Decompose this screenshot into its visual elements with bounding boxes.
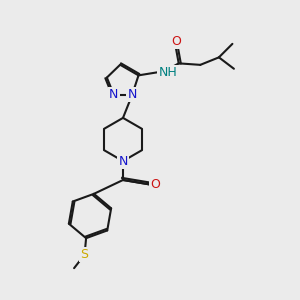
Text: N: N <box>109 88 119 101</box>
Text: N: N <box>118 154 128 168</box>
Text: O: O <box>151 178 160 191</box>
Text: NH: NH <box>159 66 177 79</box>
Text: S: S <box>81 248 88 261</box>
Text: N: N <box>128 88 137 101</box>
Text: O: O <box>171 35 181 48</box>
